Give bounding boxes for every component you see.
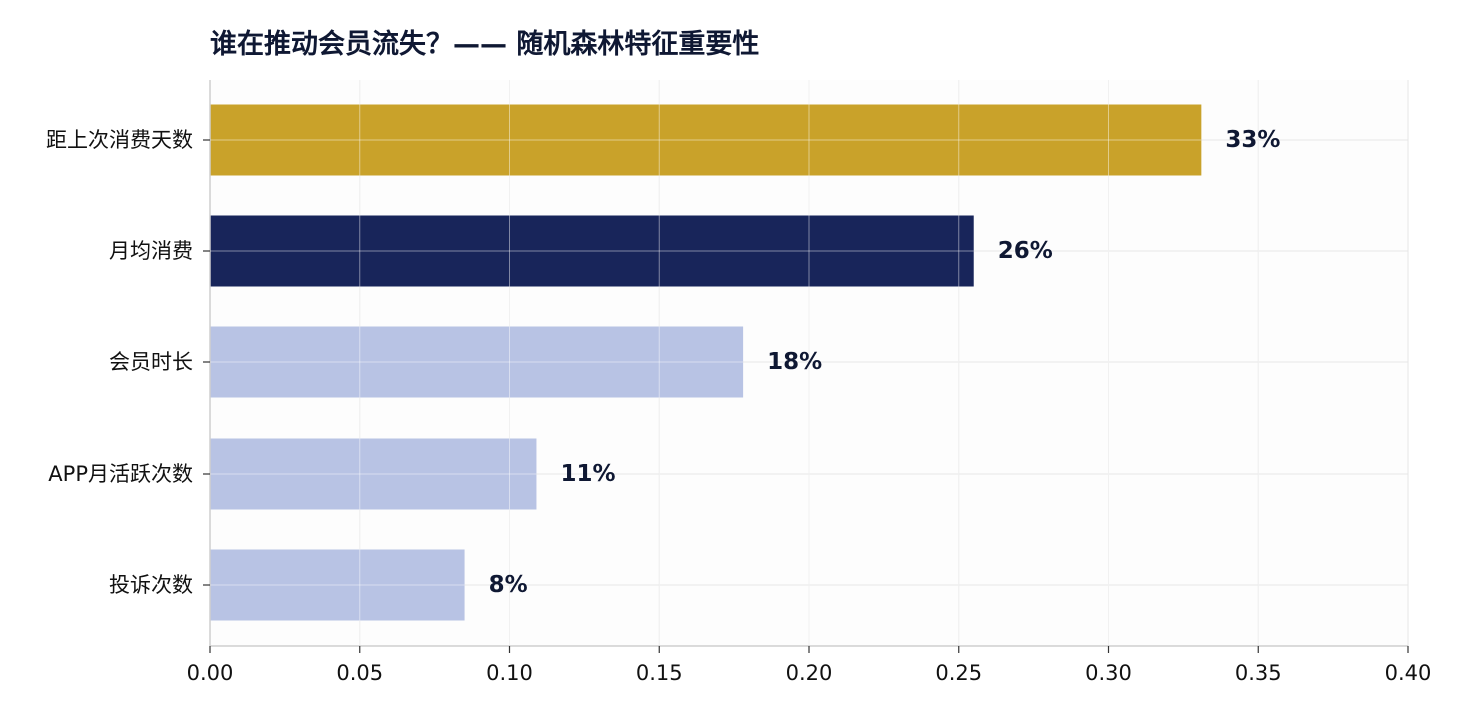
x-tick-label: 0.15 [636, 661, 683, 685]
y-tick-label: APP月活跃次数 [48, 462, 193, 486]
x-tick-label: 0.40 [1385, 661, 1432, 685]
bar [210, 215, 974, 287]
x-tick-label: 0.35 [1235, 661, 1282, 685]
data-label: 18% [767, 349, 822, 375]
y-tick-label: 距上次消费天数 [46, 128, 193, 152]
data-label: 8% [489, 572, 528, 598]
data-label: 26% [998, 238, 1053, 264]
bar [210, 326, 744, 398]
x-tick-label: 0.25 [935, 661, 982, 685]
y-tick-label: 投诉次数 [109, 573, 193, 597]
y-tick-label: 月均消费 [109, 239, 193, 263]
data-label: 33% [1225, 127, 1280, 153]
bar [210, 104, 1202, 176]
y-tick-label: 会员时长 [109, 350, 193, 374]
chart-title: 谁在推动会员流失？—— 随机森林特征重要性 [210, 29, 760, 60]
x-tick-label: 0.30 [1085, 661, 1132, 685]
bar [210, 438, 537, 510]
x-tick-label: 0.05 [336, 661, 383, 685]
bar [210, 549, 465, 621]
x-tick-label: 0.00 [187, 661, 234, 685]
x-tick-label: 0.20 [786, 661, 833, 685]
data-label: 11% [560, 461, 615, 487]
x-tick-label: 0.10 [486, 661, 533, 685]
